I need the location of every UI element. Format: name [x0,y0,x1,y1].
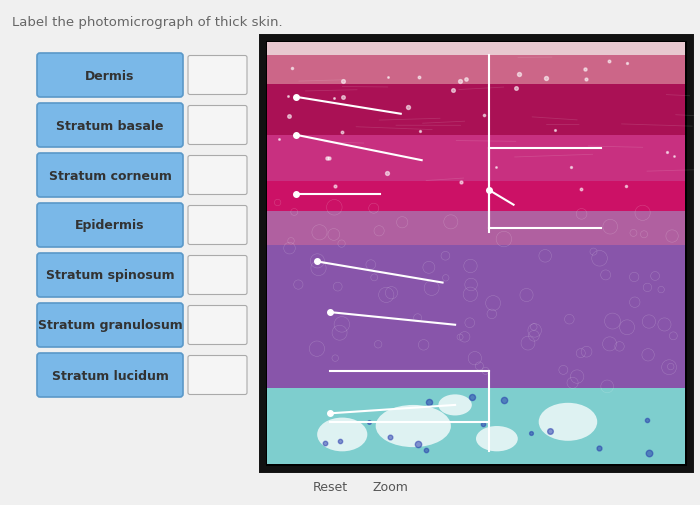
FancyBboxPatch shape [262,38,690,469]
FancyBboxPatch shape [188,106,247,145]
Text: Stratum spinosum: Stratum spinosum [46,269,174,282]
FancyBboxPatch shape [37,54,183,98]
FancyBboxPatch shape [267,135,685,182]
Ellipse shape [438,394,472,416]
FancyBboxPatch shape [37,154,183,197]
FancyBboxPatch shape [188,206,247,245]
FancyBboxPatch shape [267,212,685,245]
Text: Stratum lucidum: Stratum lucidum [52,369,169,382]
FancyBboxPatch shape [267,43,685,56]
Text: Stratum granulosum: Stratum granulosum [38,319,183,332]
FancyBboxPatch shape [37,204,183,247]
FancyBboxPatch shape [37,304,183,347]
FancyBboxPatch shape [267,388,685,464]
FancyBboxPatch shape [267,56,685,85]
Text: Label the photomicrograph of thick skin.: Label the photomicrograph of thick skin. [12,16,283,29]
FancyBboxPatch shape [188,57,247,95]
Text: Reset: Reset [312,481,348,493]
FancyBboxPatch shape [267,245,685,388]
Text: Epidermis: Epidermis [76,219,145,232]
Text: Dermis: Dermis [85,69,134,82]
Ellipse shape [476,426,518,451]
Text: Stratum basale: Stratum basale [56,119,164,132]
FancyBboxPatch shape [188,356,247,395]
Text: Stratum corneum: Stratum corneum [48,169,172,182]
FancyBboxPatch shape [267,182,685,212]
FancyBboxPatch shape [188,306,247,345]
FancyBboxPatch shape [37,354,183,397]
FancyBboxPatch shape [188,256,247,295]
FancyBboxPatch shape [267,85,685,135]
Ellipse shape [317,418,368,451]
FancyBboxPatch shape [188,156,247,195]
Ellipse shape [539,403,597,441]
FancyBboxPatch shape [37,254,183,297]
FancyBboxPatch shape [37,104,183,147]
Ellipse shape [376,405,451,447]
Text: Zoom: Zoom [372,481,408,493]
